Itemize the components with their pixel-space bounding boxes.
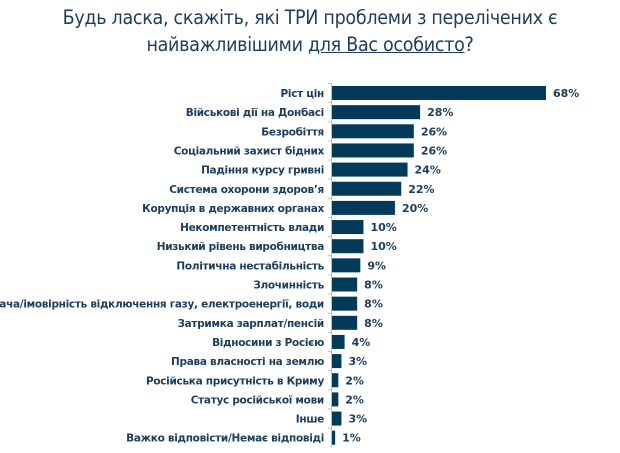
bar — [332, 296, 358, 311]
data-label: 3% — [348, 355, 367, 368]
category-label: Ріст цін — [281, 88, 325, 100]
data-label: 24% — [415, 164, 441, 177]
data-label: 2% — [345, 374, 364, 387]
category-label: Інше — [296, 414, 324, 426]
data-label: 22% — [408, 183, 434, 196]
bar — [332, 239, 364, 254]
data-label: 10% — [370, 240, 396, 253]
chart-title: Будь ласка, скажіть, які ТРИ проблеми з … — [0, 4, 620, 58]
bar — [332, 86, 546, 100]
bar — [332, 200, 395, 215]
bar — [332, 105, 421, 120]
category-label: Російська присутність в Криму — [146, 375, 325, 387]
bar — [332, 124, 414, 139]
category-label: Військові дії на Донбасі — [186, 107, 324, 119]
bar — [332, 181, 402, 196]
title-plain: найважливішими — [146, 33, 308, 56]
bar — [332, 411, 342, 426]
category-label: Злочинність — [253, 280, 324, 292]
data-label: 1% — [342, 432, 361, 445]
bar — [332, 162, 408, 177]
title-underlined: для Вас особисто — [307, 33, 465, 56]
data-label: 4% — [352, 336, 371, 349]
data-label: 20% — [402, 202, 428, 215]
bar — [332, 315, 358, 330]
category-label: Статус російської мови — [191, 394, 324, 406]
data-label: 26% — [421, 144, 447, 157]
data-label: 8% — [364, 298, 383, 311]
category-label: Нестача/імовірність відключення газу, ел… — [0, 299, 324, 311]
bar — [332, 143, 414, 158]
data-label: 26% — [421, 125, 447, 138]
category-label: Політична нестабільність — [176, 260, 324, 272]
bar — [332, 354, 342, 369]
data-label: 8% — [364, 317, 383, 330]
title-end: ? — [464, 33, 474, 56]
data-label: 8% — [364, 279, 383, 292]
category-label: Безробіття — [261, 126, 324, 138]
category-label: Корупція в державних органах — [142, 203, 324, 215]
category-label: Низький рівень виробництва — [157, 241, 325, 253]
data-label: 28% — [427, 106, 453, 119]
category-label: Падіння курсу гривні — [201, 165, 324, 177]
bar — [332, 430, 336, 445]
category-label: Затримка зарплат/пенсій — [177, 318, 324, 330]
data-label: 2% — [345, 393, 364, 406]
category-label: Важко відповісти/Немає відповіді — [126, 433, 324, 445]
category-label: Соціальний захист бідних — [174, 145, 325, 157]
bar — [332, 220, 364, 235]
bar — [332, 334, 345, 349]
title-line-2: найважливішими для Вас особисто? — [0, 31, 620, 58]
bar — [332, 373, 339, 388]
bar — [332, 392, 339, 407]
data-label: 9% — [367, 259, 386, 272]
title-line-1: Будь ласка, скажіть, які ТРИ проблеми з … — [62, 6, 558, 29]
category-label: Права власності на землю — [171, 356, 324, 368]
bar — [332, 277, 358, 292]
category-label: Некомпетентність влади — [180, 222, 324, 234]
data-label: 3% — [348, 413, 367, 426]
category-label: Відносини з Росією — [212, 337, 324, 349]
category-label: Система охорони здоров’я — [169, 184, 324, 196]
bar — [332, 258, 361, 273]
data-label: 10% — [370, 221, 396, 234]
data-label: 68% — [553, 87, 579, 100]
